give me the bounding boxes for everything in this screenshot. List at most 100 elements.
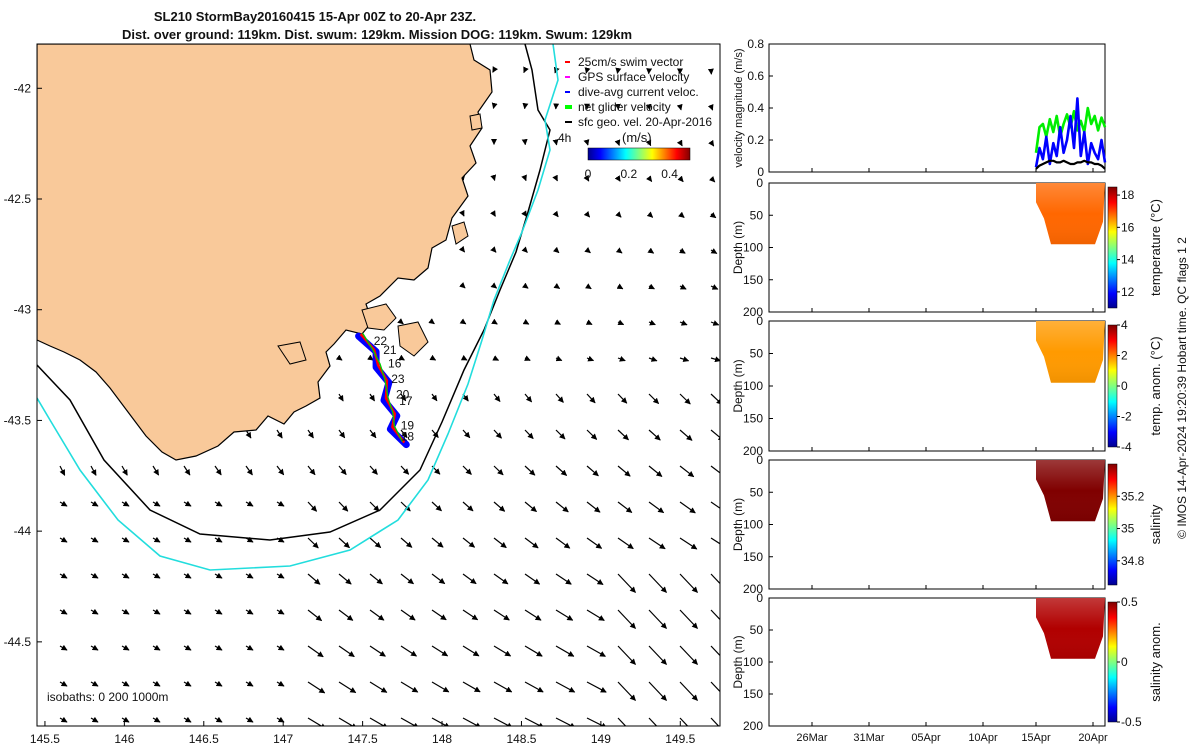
geostrophic-vector	[524, 429, 534, 440]
geostrophic-vector	[121, 536, 130, 543]
geostrophic-vector	[552, 139, 559, 146]
legend-item: net glider velocity	[565, 100, 671, 114]
geostrophic-vector	[152, 644, 161, 651]
geostrophic-vector	[646, 175, 653, 182]
depth-y-tick-label: 200	[743, 719, 763, 733]
geostrophic-vector	[521, 174, 527, 182]
x-tick-label: 146.5	[189, 732, 219, 746]
velocity-y-tick-label: 0.8	[747, 37, 764, 51]
geostrophic-vector	[617, 429, 629, 441]
section-colorbar-label: salinity anom.	[1148, 622, 1163, 701]
geostrophic-vector	[121, 572, 130, 579]
y-tick-label: -42.5	[4, 192, 32, 206]
section-colorbar-tick-label: 35.2	[1121, 489, 1145, 503]
geostrophic-vector	[493, 573, 509, 585]
geostrophic-vector	[617, 319, 625, 326]
geostrophic-vector	[710, 393, 720, 405]
geostrophic-vector	[462, 573, 477, 585]
depth-y-tick-label: 0	[756, 176, 763, 190]
geostrophic-vector	[245, 716, 254, 723]
geostrophic-vector	[431, 717, 451, 726]
geostrophic-vector	[490, 174, 497, 181]
section-colorbar	[1107, 601, 1118, 723]
geostrophic-vector	[462, 717, 482, 726]
geostrophic-vector	[307, 537, 319, 549]
geostrophic-vector	[617, 717, 627, 726]
geostrophic-vector	[369, 717, 389, 726]
geostrophic-vector	[431, 429, 439, 438]
map-frame	[36, 43, 721, 727]
geostrophic-vector	[679, 609, 698, 629]
geostrophic-vector	[679, 320, 688, 326]
legend-label: dive-avg current veloc.	[578, 85, 699, 99]
geostrophic-vector	[493, 429, 502, 439]
geostrophic-vector	[490, 210, 496, 217]
section-colorbar-tick-label: -0.5	[1121, 715, 1142, 729]
legend-label: sfc geo. vel. 20-Apr-2016	[578, 115, 712, 129]
geostrophic-vector	[400, 609, 416, 621]
section-colorbar-tick-label: 4	[1121, 318, 1128, 332]
geostrophic-vector	[490, 282, 498, 289]
depth-y-label: Depth (m)	[731, 359, 745, 412]
geostrophic-vector	[183, 500, 192, 507]
geostrophic-vector	[214, 644, 223, 651]
geostrophic-vector	[524, 717, 545, 726]
velocity-y-tick-label: 0.4	[747, 101, 764, 115]
depth-y-tick-label: 50	[750, 208, 764, 222]
geostrophic-vector	[245, 465, 253, 476]
geostrophic-vector	[491, 318, 498, 325]
x-tick-label: 149.5	[665, 732, 695, 746]
day-label: 19	[401, 418, 415, 432]
geostrophic-vector	[555, 465, 568, 476]
geostrophic-vector	[307, 717, 327, 726]
geostrophic-vector	[679, 501, 696, 514]
geostrophic-vector	[121, 465, 128, 476]
geostrophic-vector	[648, 645, 667, 665]
legend-label: net glider velocity	[578, 100, 671, 114]
geostrophic-vector	[183, 716, 192, 723]
geostrophic-vector	[431, 681, 450, 693]
geostrophic-vector	[400, 717, 420, 726]
x-tick-label: 147.5	[348, 732, 378, 746]
section-heatmap-shading	[1036, 321, 1105, 383]
geostrophic-vector	[462, 645, 480, 657]
geostrophic-vector	[552, 210, 559, 218]
geostrophic-vector	[398, 354, 405, 361]
geostrophic-vector	[490, 246, 497, 253]
time-tick-label: 31Mar	[853, 732, 885, 744]
geostrophic-vector	[307, 573, 321, 585]
depth-y-tick-label: 150	[743, 687, 763, 701]
geostrophic-vector	[369, 501, 380, 512]
geostrophic-vector	[586, 465, 599, 477]
geostrophic-vector	[152, 716, 161, 723]
geostrophic-vector	[679, 283, 687, 290]
depth-y-tick-label: 50	[750, 623, 764, 637]
geostrophic-vector	[121, 500, 130, 507]
geostrophic-vector	[214, 536, 223, 543]
geostrophic-vector	[555, 393, 564, 403]
legend-item: sfc geo. vel. 20-Apr-2016	[565, 115, 712, 129]
geostrophic-vector	[400, 681, 419, 693]
geostrophic-vector	[710, 320, 720, 326]
geostrophic-vector	[338, 609, 354, 621]
geostrophic-vector	[521, 282, 529, 289]
geostrophic-vector	[648, 573, 667, 593]
geostrophic-vector	[338, 537, 350, 549]
velocity-y-tick-label: 0	[757, 165, 764, 179]
geostrophic-vector	[522, 318, 530, 325]
geostrophic-vector	[709, 212, 717, 219]
depth-y-tick-label: 0	[756, 314, 763, 328]
geostrophic-vector	[59, 572, 68, 579]
geostrophic-vector	[338, 681, 357, 694]
geostrophic-vector	[679, 681, 698, 701]
geostrophic-vector	[90, 572, 99, 579]
depth-y-tick-label: 100	[743, 241, 763, 255]
section-colorbar-label: salinity	[1148, 504, 1163, 544]
geostrophic-vector	[493, 537, 507, 549]
velocity-series-line	[1035, 159, 1106, 170]
geostrophic-vector	[615, 247, 623, 254]
geostrophic-vector	[369, 609, 385, 621]
geostrophic-vector	[152, 608, 161, 615]
geostrophic-vector	[648, 465, 663, 477]
geostrophic-vector	[400, 465, 410, 475]
